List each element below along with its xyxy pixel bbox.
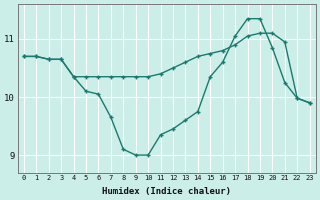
X-axis label: Humidex (Indice chaleur): Humidex (Indice chaleur) [102,187,231,196]
